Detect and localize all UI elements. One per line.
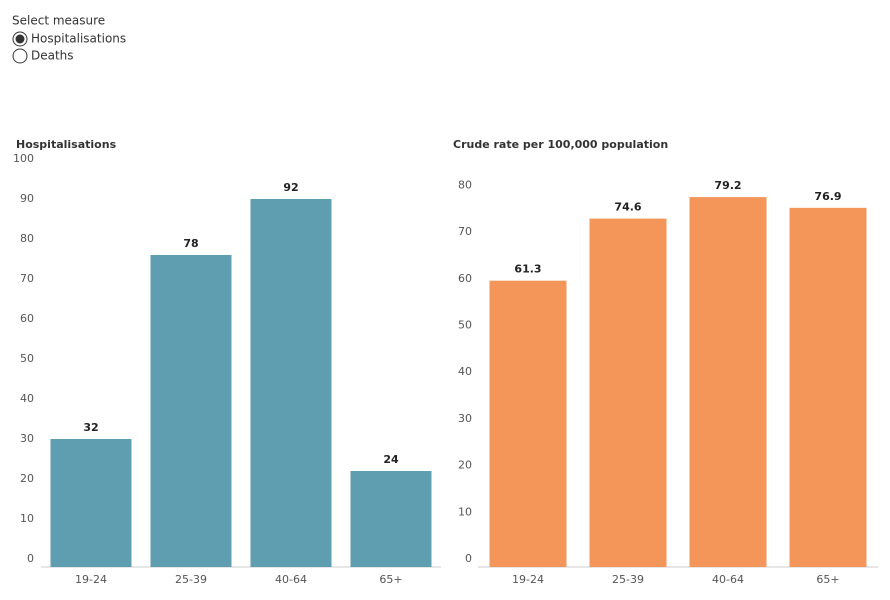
radio-button[interactable] — [12, 48, 28, 64]
chart-title: Crude rate per 100,000 population — [453, 138, 668, 151]
x-tick-label: 65+ — [816, 573, 839, 586]
y-tick-label: 100 — [13, 152, 34, 165]
y-tick-label: 70 — [20, 272, 34, 285]
bar — [350, 471, 432, 567]
x-tick-label: 25-39 — [612, 573, 644, 586]
x-tick-label: 19-24 — [512, 573, 544, 586]
chart-title: Hospitalisations — [16, 138, 117, 151]
y-tick-label: 30 — [458, 412, 472, 425]
bar — [250, 199, 332, 567]
bar — [589, 218, 667, 568]
y-tick-label: 0 — [27, 552, 34, 565]
value-label: 79.2 — [714, 179, 741, 192]
control-label: Select measure — [12, 14, 105, 28]
value-label: 32 — [83, 421, 98, 434]
radio-label[interactable]: Hospitalisations — [31, 32, 126, 46]
x-tick-label: 25-39 — [175, 573, 207, 586]
bar — [789, 207, 867, 567]
y-tick-label: 30 — [20, 432, 34, 445]
value-label: 76.9 — [814, 190, 841, 203]
y-tick-label: 50 — [20, 352, 34, 365]
radio-label[interactable]: Deaths — [31, 49, 74, 63]
value-label: 61.3 — [514, 263, 541, 276]
y-tick-label: 40 — [20, 392, 34, 405]
y-tick-label: 50 — [458, 318, 472, 331]
y-tick-label: 10 — [20, 512, 34, 525]
value-label: 92 — [283, 181, 298, 194]
y-tick-label: 10 — [458, 505, 472, 518]
y-tick-label: 80 — [458, 178, 472, 191]
x-tick-label: 40-64 — [275, 573, 307, 586]
bar — [50, 439, 132, 567]
x-tick-label: 65+ — [379, 573, 402, 586]
value-label: 74.6 — [614, 201, 641, 214]
bar — [150, 255, 232, 567]
y-tick-label: 0 — [465, 552, 472, 565]
y-tick-label: 20 — [20, 472, 34, 485]
y-tick-label: 60 — [20, 312, 34, 325]
y-tick-label: 70 — [458, 225, 472, 238]
bar — [689, 197, 767, 567]
value-label: 78 — [183, 237, 198, 250]
y-tick-label: 20 — [458, 459, 472, 472]
radio-dot — [15, 34, 25, 44]
x-tick-label: 19-24 — [75, 573, 107, 586]
y-tick-label: 90 — [20, 192, 34, 205]
bar — [489, 280, 567, 567]
value-label: 24 — [383, 453, 399, 466]
y-tick-label: 40 — [458, 365, 472, 378]
y-tick-label: 60 — [458, 272, 472, 285]
x-tick-label: 40-64 — [712, 573, 744, 586]
y-tick-label: 80 — [20, 232, 34, 245]
